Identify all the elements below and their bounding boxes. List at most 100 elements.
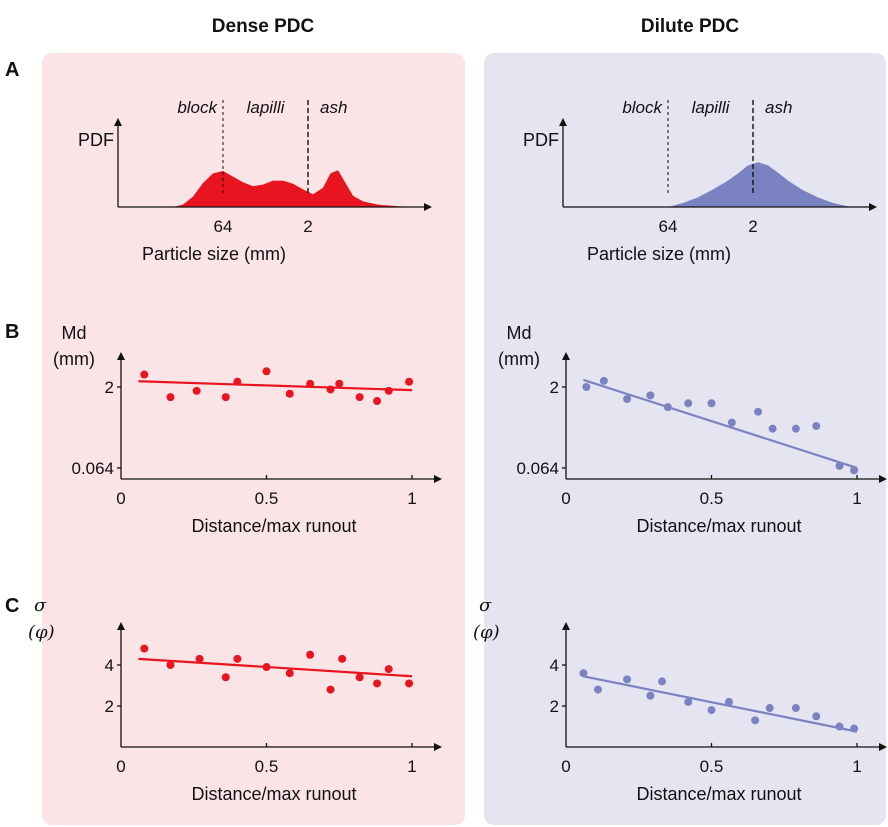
data-point-dense-b: [373, 397, 382, 406]
y-axis-unit-dilute-b: (mm): [498, 349, 540, 369]
x-tick-label-dense-b: 0: [116, 489, 125, 508]
y-axis-arrow-dilute-a: [559, 118, 567, 126]
column-title-dilute: Dilute PDC: [641, 16, 739, 37]
chart-dense-c: 4 2 0 0.5 1 Distance/max runout σ (φ): [28, 595, 442, 804]
x-axis-label-dilute-b: Distance/max runout: [636, 516, 801, 536]
data-point-dense-b: [405, 377, 414, 386]
y-axis-arrow-dilute-c: [562, 622, 570, 630]
data-point-dilute-b: [835, 461, 844, 470]
y-tick-label-dilute-c: 2: [550, 697, 559, 716]
x-tick-label-dilute-c: 0: [561, 757, 570, 776]
x-tick-label-dense-b: 0.5: [255, 489, 279, 508]
data-point-dense-c: [306, 650, 315, 659]
x-tick-label-dilute-b: 1: [852, 489, 861, 508]
panel-letter-a: A: [5, 59, 19, 81]
y-axis-label-dilute-a: PDF: [523, 130, 559, 150]
data-point-dilute-b: [623, 395, 632, 404]
data-point-dense-b: [166, 393, 175, 402]
data-point-dense-b: [335, 379, 344, 388]
y-axis-unit-dense-b: (mm): [53, 349, 95, 369]
data-point-dilute-c: [751, 716, 760, 725]
data-point-dilute-c: [594, 685, 603, 694]
fit-line-dilute-c: [583, 675, 858, 733]
dense-panel-background: [42, 53, 465, 825]
column-title-dense: Dense PDC: [212, 16, 315, 37]
data-point-dense-b: [262, 367, 271, 376]
data-point-dilute-b: [812, 422, 821, 431]
data-point-dense-b: [384, 386, 393, 395]
y-tick-label-dilute-c: 4: [550, 656, 559, 675]
pdf-curve-dilute-a: [668, 162, 858, 207]
x-tick-label-dense-c: 0: [116, 757, 125, 776]
data-point-dilute-b: [707, 399, 716, 408]
y-axis-label-dilute-c: σ: [479, 595, 492, 616]
data-point-dilute-c: [707, 706, 716, 715]
data-point-dense-b: [326, 385, 335, 394]
dilute-panel-background: [484, 53, 886, 825]
x-tick-label-dilute-c: 1: [852, 757, 861, 776]
y-tick-label-dense-c: 2: [105, 697, 114, 716]
y-axis-arrow-dense-b: [117, 352, 125, 360]
data-point-dilute-b: [850, 466, 859, 475]
panel-letter-b: B: [5, 321, 19, 343]
x-axis-label-dilute-c: Distance/max runout: [636, 784, 801, 804]
x-tick-label-dense-c: 0.5: [255, 757, 279, 776]
y-tick-label-dense-b: 2: [105, 378, 114, 397]
data-point-dense-c: [338, 654, 347, 663]
data-point-dense-c: [326, 685, 335, 694]
size-class-label-dilute-a: ash: [765, 98, 792, 117]
data-point-dilute-c: [658, 677, 667, 686]
x-axis-label-dense-a: Particle size (mm): [142, 244, 286, 264]
x-tick-label-dilute-b: 0.5: [700, 489, 724, 508]
fit-line-dilute-b: [583, 378, 858, 469]
data-point-dense-c: [285, 669, 294, 678]
data-point-dilute-b: [768, 424, 777, 433]
data-point-dense-c: [384, 665, 393, 674]
y-axis-unit-dense-c: (φ): [28, 622, 55, 643]
y-tick-label-dense-c: 4: [105, 656, 114, 675]
x-axis-label-dense-b: Distance/max runout: [191, 516, 356, 536]
size-class-label-dilute-a: block: [622, 98, 663, 117]
size-class-label-dense-a: ash: [320, 98, 347, 117]
pdf-curve-dense-a: [173, 170, 418, 207]
data-point-dilute-c: [724, 697, 733, 706]
x-tick-label-dilute-a: 2: [748, 217, 757, 236]
data-point-dense-c: [221, 673, 230, 682]
x-tick-label-dilute-b: 0: [561, 489, 570, 508]
x-axis-label-dilute-a: Particle size (mm): [587, 244, 731, 264]
y-axis-label-dense-b: Md: [61, 323, 86, 343]
panel-letter-c: C: [5, 595, 19, 617]
fit-line-dense-b: [138, 380, 413, 392]
x-tick-label-dilute-a: 64: [659, 217, 678, 236]
y-axis-unit-dilute-c: (φ): [473, 622, 500, 643]
y-axis-arrow-dilute-b: [562, 352, 570, 360]
y-axis-arrow-dense-a: [114, 118, 122, 126]
y-axis-label-dense-c: σ: [34, 595, 47, 616]
size-class-label-dense-a: block: [177, 98, 218, 117]
y-tick-label-dilute-b: 0.064: [516, 459, 559, 478]
x-tick-label-dilute-c: 0.5: [700, 757, 724, 776]
data-point-dense-b: [355, 393, 364, 402]
x-tick-label-dense-b: 1: [407, 489, 416, 508]
data-point-dilute-b: [791, 424, 800, 433]
data-point-dense-b: [233, 377, 242, 386]
data-point-dense-b: [285, 389, 294, 398]
data-point-dilute-b: [727, 418, 736, 427]
x-axis-arrow-dense-b: [434, 475, 442, 483]
data-point-dense-c: [262, 663, 271, 672]
data-point-dilute-c: [850, 724, 859, 733]
size-class-label-dilute-a: lapilli: [692, 98, 731, 117]
data-point-dilute-c: [646, 691, 655, 700]
data-point-dilute-c: [835, 722, 844, 731]
x-tick-label-dense-a: 2: [303, 217, 312, 236]
data-point-dilute-c: [765, 704, 774, 713]
data-point-dilute-c: [579, 669, 588, 678]
data-point-dilute-c: [812, 712, 821, 721]
data-point-dense-c: [233, 654, 242, 663]
data-point-dense-b: [221, 393, 230, 402]
data-point-dilute-b: [582, 383, 591, 391]
data-point-dilute-c: [684, 697, 693, 706]
